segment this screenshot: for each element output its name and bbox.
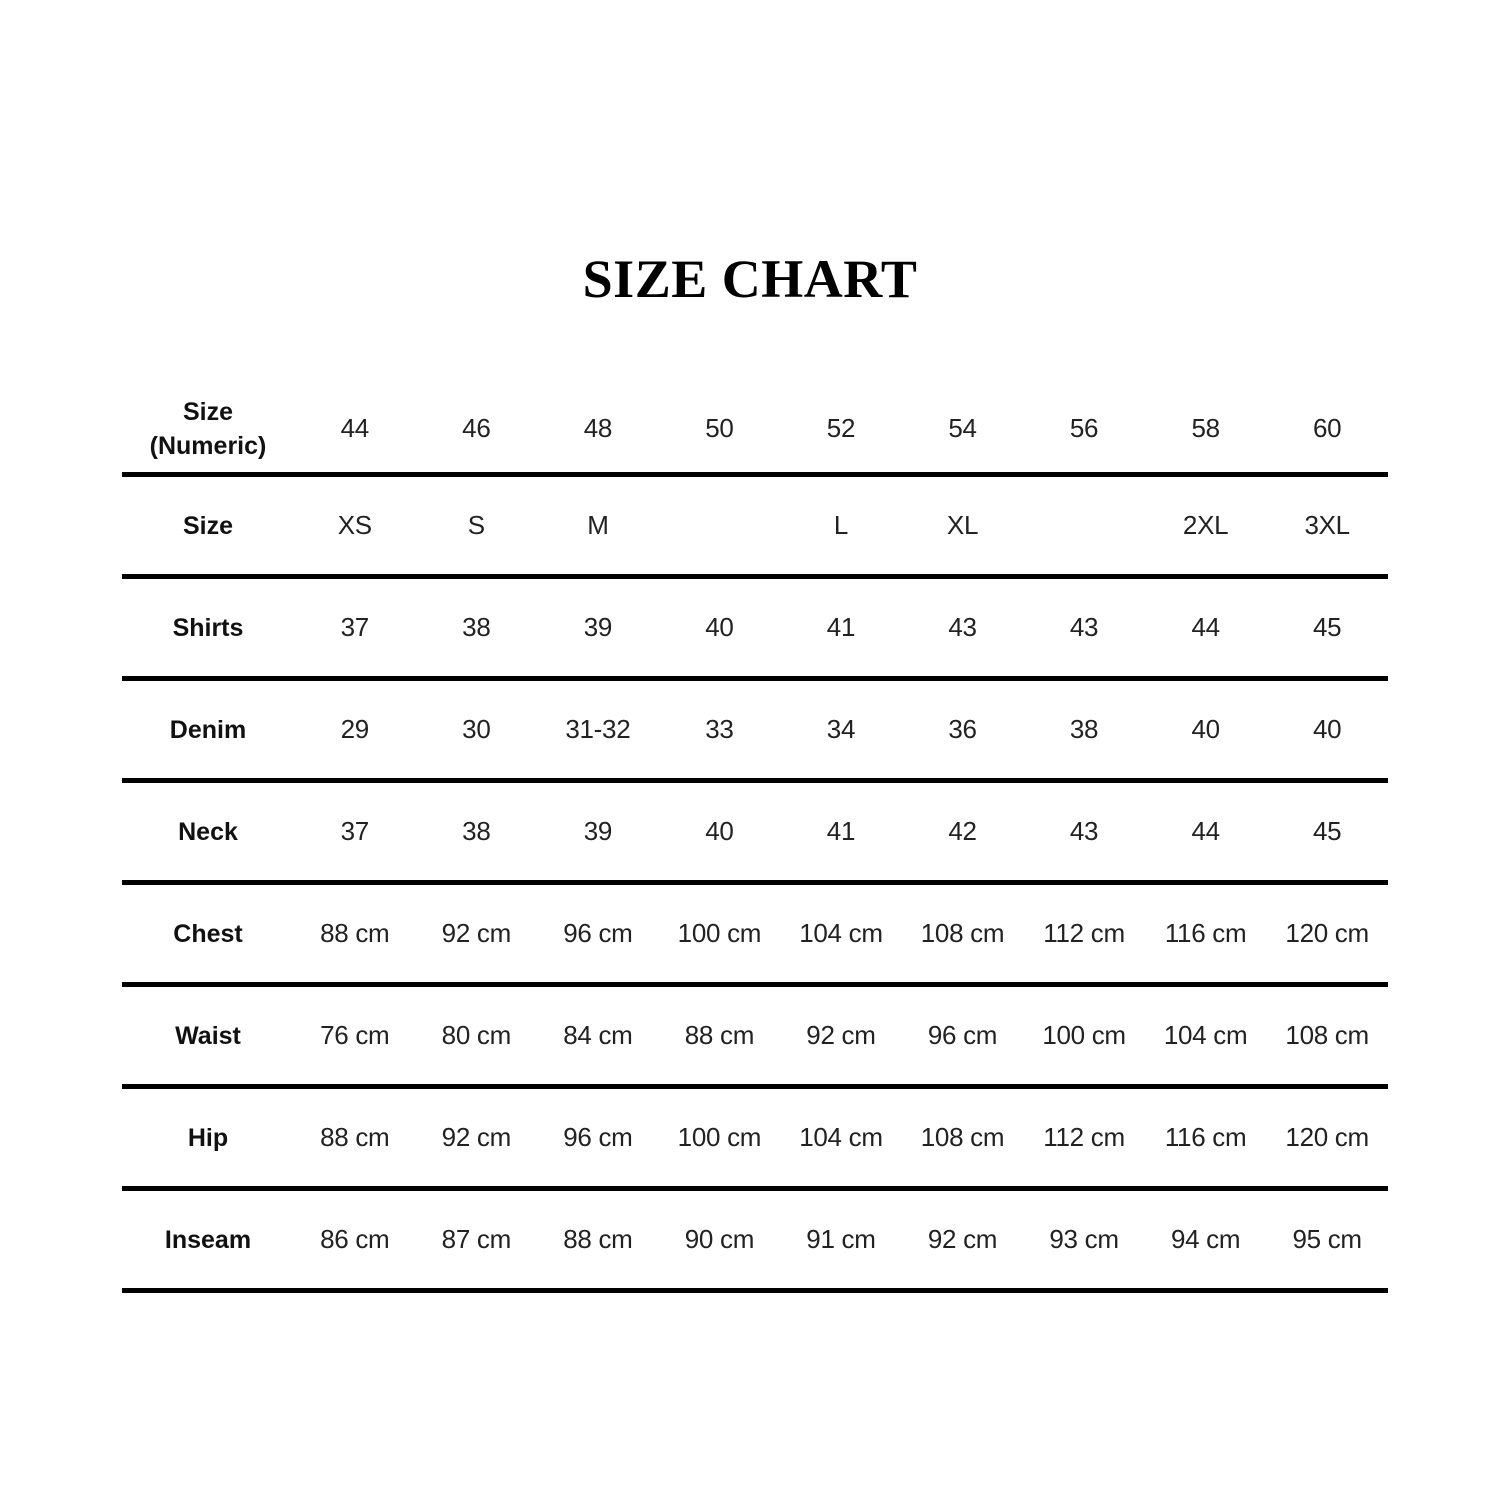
table-cell: 37 <box>340 612 370 642</box>
table-cell: 84 cm <box>563 1020 633 1050</box>
table-cell: 36 <box>948 714 977 744</box>
table-cell: 40 <box>705 816 734 846</box>
table-cell: 45 <box>1312 816 1342 846</box>
table-cell: 43 <box>1069 612 1099 642</box>
table-cell: 31-32 <box>565 714 631 744</box>
table-row: Size XS S M L XL 2XL 3XL <box>122 477 1388 579</box>
table-cell: XS <box>337 510 372 540</box>
table-cell: 33 <box>705 714 734 744</box>
table-cell: 37 <box>340 816 370 846</box>
table-cell: 58 <box>1191 413 1220 443</box>
row-label: Denim <box>169 715 247 744</box>
table-cell: 86 cm <box>320 1224 390 1254</box>
table-cell: 100 cm <box>1042 1020 1126 1050</box>
table-cell: 45 <box>1312 612 1342 642</box>
table-cell: 120 cm <box>1285 1122 1369 1152</box>
table-cell: 92 cm <box>441 1122 512 1152</box>
row-label: Hip <box>187 1123 229 1152</box>
table-row: Denim 29 30 31-32 33 34 36 38 40 40 <box>122 681 1388 783</box>
table-cell: 87 cm <box>441 1224 512 1254</box>
table-cell: 96 cm <box>563 1122 633 1152</box>
table-cell: 46 <box>462 413 491 443</box>
table-cell: 44 <box>1191 612 1220 642</box>
table-cell: 104 cm <box>799 1122 883 1152</box>
table-cell: 40 <box>705 612 734 642</box>
table-cell: 50 <box>705 413 734 443</box>
table-cell: 104 cm <box>1163 1020 1248 1050</box>
table-cell: 38 <box>1069 714 1099 744</box>
table-cell: 40 <box>1191 714 1220 744</box>
table-cell: M <box>587 510 609 540</box>
table-cell: 88 cm <box>684 1020 755 1050</box>
table-cell: 29 <box>340 714 370 744</box>
row-label: Size (Numeric) <box>149 397 267 460</box>
table-cell: 3XL <box>1304 510 1350 540</box>
table-cell: 38 <box>462 612 491 642</box>
table-cell: 60 <box>1312 413 1342 443</box>
table-cell: 42 <box>948 816 977 846</box>
table-cell: 54 <box>948 413 977 443</box>
table-row: Inseam 86 cm 87 cm 88 cm 90 cm 91 cm 92 cm 93 c… <box>122 1191 1388 1293</box>
table-cell: 40 <box>1312 714 1342 744</box>
table-cell: 56 <box>1069 413 1099 443</box>
table-cell: 76 cm <box>320 1020 390 1050</box>
table-row: Shirts 37 38 39 40 41 43 43 44 45 <box>122 579 1388 681</box>
table-cell: 43 <box>948 612 977 642</box>
table-cell: 44 <box>340 413 370 443</box>
table-cell: 108 cm <box>920 1122 1005 1152</box>
table-cell: 92 cm <box>441 918 512 948</box>
table-cell: 92 cm <box>927 1224 998 1254</box>
table-cell: XL <box>946 510 979 540</box>
table-cell: 41 <box>826 612 856 642</box>
table-cell: 52 <box>826 413 856 443</box>
table-cell: 88 cm <box>320 918 390 948</box>
table-cell: 48 <box>583 413 613 443</box>
table-row: Neck 37 38 39 40 41 42 43 44 45 <box>122 783 1388 885</box>
table-cell: 30 <box>462 714 491 744</box>
table-cell: 80 cm <box>441 1020 512 1050</box>
size-chart-table: Size (Numeric) 44 46 48 50 52 54 56 58 60 Size XS S M… <box>122 385 1388 1293</box>
table-cell: 100 cm <box>677 1122 762 1152</box>
table-cell: 112 cm <box>1043 1122 1125 1152</box>
table-cell: 88 cm <box>320 1122 390 1152</box>
table-cell: S <box>467 510 485 540</box>
table-row: Waist 76 cm 80 cm 84 cm 88 cm 92 cm 96 cm 100 c… <box>122 987 1388 1089</box>
table-cell: 90 cm <box>684 1224 755 1254</box>
table-cell: 92 cm <box>806 1020 876 1050</box>
table-cell: 96 cm <box>927 1020 998 1050</box>
table-cell: 2XL <box>1182 510 1229 540</box>
table-cell: 104 cm <box>799 918 883 948</box>
table-cell: 91 cm <box>806 1224 876 1254</box>
table-row: Chest 88 cm 92 cm 96 cm 100 cm 104 cm 108 cm 11… <box>122 885 1388 987</box>
table-cell: 100 cm <box>677 918 762 948</box>
header-row: Size (Numeric) 44 46 48 50 52 54 56 58 60 <box>122 385 1388 477</box>
table-cell: 112 cm <box>1043 918 1125 948</box>
table-cell: 116 cm <box>1164 918 1247 948</box>
table-cell: 39 <box>583 612 613 642</box>
table-cell: 41 <box>826 816 856 846</box>
table-cell: 38 <box>462 816 491 846</box>
row-label: Waist <box>175 1021 241 1050</box>
page-title: SIZE CHART <box>582 249 918 309</box>
table-cell: 93 cm <box>1049 1224 1119 1254</box>
table-cell: L <box>833 510 849 540</box>
row-label: Shirts <box>172 613 244 642</box>
table-cell: 94 cm <box>1170 1224 1241 1254</box>
table-cell: 44 <box>1191 816 1220 846</box>
row-label: Size <box>182 511 234 540</box>
table-cell: 39 <box>583 816 613 846</box>
table-cell: 34 <box>826 714 856 744</box>
table-cell: 88 cm <box>563 1224 633 1254</box>
table-cell: 96 cm <box>563 918 633 948</box>
table-cell: 43 <box>1069 816 1099 846</box>
table-cell: 116 cm <box>1164 1122 1247 1152</box>
row-label: Inseam <box>164 1225 252 1254</box>
table-cell: 108 cm <box>1285 1020 1369 1050</box>
row-label: Neck <box>178 817 238 846</box>
table-cell: 120 cm <box>1285 918 1369 948</box>
table-cell: 95 cm <box>1292 1224 1362 1254</box>
table-row: Hip 88 cm 92 cm 96 cm 100 cm 104 cm 108 cm 112 … <box>122 1089 1388 1191</box>
row-label: Chest <box>173 919 243 948</box>
table-cell: 108 cm <box>920 918 1005 948</box>
